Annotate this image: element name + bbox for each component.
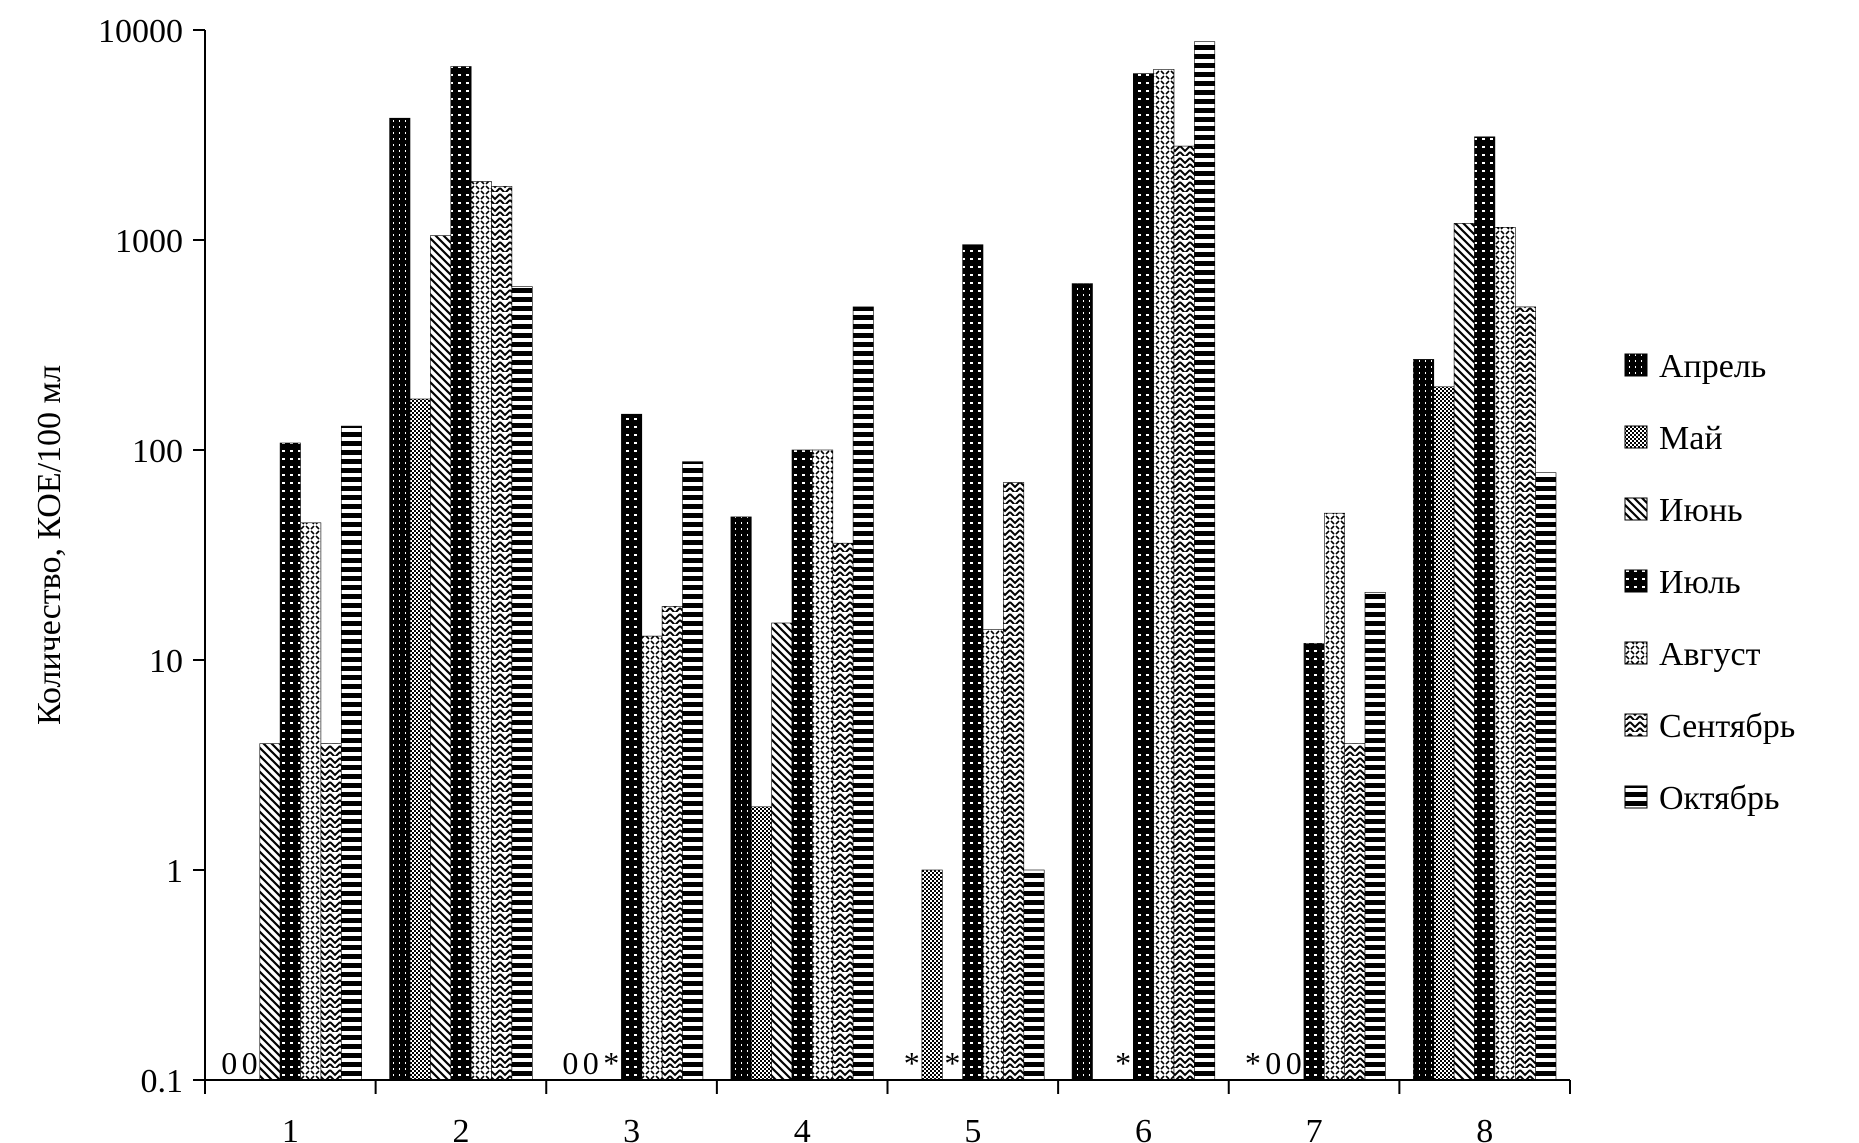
bar-Июль-5	[962, 244, 984, 1081]
bar-Июль-6	[1133, 73, 1155, 1081]
value-annotation: *	[1245, 1045, 1261, 1081]
x-tick-label: 4	[794, 1113, 811, 1143]
bar-Июль-4	[791, 449, 813, 1081]
y-tick-label: 1	[166, 853, 183, 890]
legend-label: Сентябрь	[1659, 708, 1795, 745]
bar-Сентябрь-3	[661, 606, 683, 1081]
bar-Август-7	[1324, 512, 1346, 1081]
bar-Апрель-6	[1071, 283, 1093, 1081]
bar-Август-8	[1494, 227, 1516, 1081]
value-annotation: *	[904, 1045, 920, 1081]
bar-Август-1	[300, 522, 322, 1081]
bar-Октябрь-4	[852, 306, 874, 1081]
value-annotation: *	[944, 1045, 960, 1081]
x-tick-label: 8	[1476, 1113, 1493, 1143]
plot-area: 0 0 0 0 * * * * * 0 0	[221, 41, 1557, 1081]
bar-Октябрь-6	[1194, 41, 1216, 1081]
bar-Май-5	[921, 869, 943, 1081]
legend-swatch	[1624, 425, 1648, 449]
value-annotation: 0	[1286, 1045, 1302, 1081]
bar-Сентябрь-4	[832, 542, 854, 1081]
value-annotation: *	[603, 1045, 619, 1081]
y-axis-title: Количество, КОЕ/100 мл	[31, 365, 68, 725]
bar-Октябрь-8	[1535, 472, 1557, 1081]
x-tick-label: 5	[964, 1113, 981, 1143]
legend-swatch	[1624, 785, 1648, 809]
legend-swatch	[1624, 497, 1648, 521]
bar-Август-3	[641, 635, 663, 1081]
bar-Октябрь-3	[682, 461, 704, 1081]
x-tick-label: 2	[452, 1113, 469, 1143]
bar-Май-4	[750, 806, 772, 1081]
y-tick-label: 1000	[115, 223, 183, 260]
legend-label: Апрель	[1659, 348, 1766, 385]
bar-Август-2	[470, 181, 492, 1081]
bar-Апрель-8	[1413, 359, 1435, 1081]
x-tick-label: 3	[623, 1113, 640, 1143]
x-tick-label: 6	[1135, 1113, 1152, 1143]
bar-Сентябрь-6	[1173, 145, 1195, 1081]
bar-Октябрь-7	[1364, 591, 1386, 1081]
bar-Октябрь-1	[340, 425, 362, 1081]
y-tick-label: 10000	[98, 13, 183, 50]
y-tick-label: 10	[149, 643, 183, 680]
value-annotation: 0	[221, 1045, 237, 1081]
legend-swatch	[1624, 713, 1648, 737]
value-annotation: 0	[242, 1045, 258, 1081]
y-tick-label: 100	[132, 433, 183, 470]
bar-Июнь-8	[1453, 223, 1475, 1081]
legend-label: Май	[1659, 420, 1723, 457]
bar-Июль-7	[1303, 643, 1325, 1081]
bar-Июль-8	[1474, 136, 1496, 1081]
bar-Апрель-2	[389, 117, 411, 1081]
bar-Июнь-1	[259, 743, 281, 1081]
bar-Май-8	[1433, 386, 1455, 1081]
value-annotation: 0	[1265, 1045, 1281, 1081]
x-tick-label: 7	[1306, 1113, 1323, 1143]
bar-Май-2	[409, 398, 431, 1081]
bar-Август-6	[1153, 69, 1175, 1081]
y-tick-label: 0.1	[141, 1063, 184, 1100]
legend-swatch	[1624, 353, 1648, 377]
bar-Август-4	[812, 449, 834, 1081]
y-axis: 0.1 1 10 100 1000 10000	[98, 13, 206, 1100]
bar-Июль-2	[450, 66, 472, 1081]
bar-Сентябрь-7	[1344, 743, 1366, 1081]
bar-Октябрь-5	[1023, 869, 1045, 1081]
bar-Апрель-4	[730, 516, 752, 1081]
bar-Сентябрь-1	[320, 743, 342, 1081]
bar-Октябрь-2	[511, 286, 533, 1081]
x-tick-label: 1	[282, 1113, 299, 1143]
bar-Сентябрь-2	[491, 186, 513, 1081]
legend-label: Август	[1659, 636, 1761, 673]
legend-label: Июль	[1659, 564, 1741, 601]
legend-swatch	[1624, 569, 1648, 593]
bar-Июнь-4	[771, 622, 793, 1081]
value-annotation: 0	[583, 1045, 599, 1081]
bar-Июнь-2	[430, 235, 452, 1081]
bar-Сентябрь-8	[1515, 306, 1537, 1081]
x-axis: 1 2 3 4 5 6 7 8	[204, 1079, 1571, 1143]
value-annotation: *	[1115, 1045, 1131, 1081]
bar-Сентябрь-5	[1003, 482, 1025, 1081]
legend-swatch	[1624, 641, 1648, 665]
bar-Июль-3	[621, 413, 643, 1081]
value-annotation: 0	[562, 1045, 578, 1081]
bar-Июль-1	[279, 442, 301, 1081]
bar-Август-5	[982, 628, 1004, 1081]
legend-label: Октябрь	[1659, 780, 1779, 817]
legend: Апрель Май Июнь Июль Август Сентябрь Октябрь	[1624, 348, 1795, 817]
legend-label: Июнь	[1659, 492, 1743, 529]
